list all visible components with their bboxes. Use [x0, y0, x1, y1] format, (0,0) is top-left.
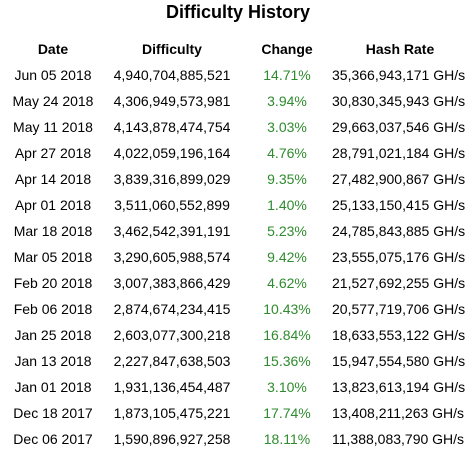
table-header-row: Date Difficulty Change Hash Rate — [4, 36, 468, 62]
cell-difficulty: 3,839,316,899,029 — [113, 171, 231, 187]
cell-hash-rate: 13,823,613,194 GH/s — [332, 379, 466, 395]
cell-date: Apr 01 2018 — [14, 197, 92, 213]
cell-hash-rate: 15,947,554,580 GH/s — [332, 353, 466, 369]
table-row: Jan 25 2018 2,603,077,300,218 16.84% 18,633… — [4, 322, 468, 348]
cell-hash-rate: 29,663,037,546 GH/s — [332, 119, 466, 135]
page-title: Difficulty History — [165, 2, 311, 22]
cell-change: 1.40% — [267, 197, 307, 213]
column-header-change: Change — [261, 41, 313, 57]
cell-date: Apr 27 2018 — [14, 145, 92, 161]
table-row: Mar 05 2018 3,290,605,988,574 9.42% 23,555,… — [4, 244, 468, 270]
cell-hash-rate: 28,791,021,184 GH/s — [332, 145, 466, 161]
cell-change: 15.36% — [263, 353, 311, 369]
cell-date: Jun 05 2018 — [14, 67, 92, 83]
cell-change: 3.94% — [267, 93, 307, 109]
cell-date: Jan 25 2018 — [14, 327, 92, 343]
cell-difficulty: 2,603,077,300,218 — [113, 327, 231, 343]
cell-change: 4.76% — [267, 145, 307, 161]
cell-difficulty: 4,143,878,474,754 — [113, 119, 231, 135]
cell-date: Mar 18 2018 — [13, 223, 93, 239]
table-row: May 11 2018 4,143,878,474,754 3.03% 29,663,… — [4, 114, 468, 140]
cell-hash-rate: 35,366,943,171 GH/s — [332, 67, 466, 83]
cell-difficulty: 3,462,542,391,191 — [113, 223, 231, 239]
cell-date: Mar 05 2018 — [13, 249, 93, 265]
cell-change: 3.10% — [267, 379, 307, 395]
cell-hash-rate: 13,408,211,263 GH/s — [332, 405, 465, 421]
cell-change: 4.62% — [267, 275, 307, 291]
table-row: Feb 06 2018 2,874,674,234,415 10.43% 20,577… — [4, 296, 468, 322]
cell-change: 9.35% — [267, 171, 307, 187]
cell-change: 18.11% — [263, 431, 311, 447]
cell-date: May 11 2018 — [13, 119, 93, 135]
table-row: Apr 27 2018 4,022,059,196,164 4.76% 28,791,… — [4, 140, 468, 166]
cell-change: 9.42% — [267, 249, 307, 265]
cell-date: Feb 20 2018 — [13, 275, 93, 291]
table-row: Jun 05 2018 4,940,704,885,521 14.71% 35,366… — [4, 62, 468, 88]
cell-hash-rate: 27,482,900,867 GH/s — [332, 171, 466, 187]
cell-hash-rate: 30,830,345,943 GH/s — [332, 93, 466, 109]
cell-difficulty: 4,022,059,196,164 — [113, 145, 231, 161]
cell-change: 3.03% — [267, 119, 307, 135]
cell-change: 16.84% — [263, 327, 311, 343]
cell-hash-rate: 18,633,553,122 GH/s — [332, 327, 466, 343]
cell-change: 10.43% — [263, 301, 311, 317]
table-row: Dec 06 2017 1,590,896,927,258 18.11% 11,388… — [4, 426, 468, 452]
cell-difficulty: 2,874,674,234,415 — [113, 301, 231, 317]
cell-change: 5.23% — [267, 223, 307, 239]
column-header-hash-rate: Hash Rate — [365, 41, 435, 57]
table-row: Mar 18 2018 3,462,542,391,191 5.23% 24,785,… — [4, 218, 468, 244]
cell-difficulty: 3,511,060,552,899 — [114, 197, 230, 213]
cell-hash-rate: 24,785,843,885 GH/s — [332, 223, 466, 239]
cell-hash-rate: 23,555,075,176 GH/s — [332, 249, 466, 265]
cell-date: May 24 2018 — [12, 93, 94, 109]
table-row: Apr 01 2018 3,511,060,552,899 1.40% 25,133,… — [4, 192, 468, 218]
table-row: Apr 14 2018 3,839,316,899,029 9.35% 27,482,… — [4, 166, 468, 192]
cell-difficulty: 3,290,605,988,574 — [113, 249, 231, 265]
table-row: Feb 20 2018 3,007,383,866,429 4.62% 21,527,… — [4, 270, 468, 296]
cell-change: 14.71% — [263, 67, 311, 83]
cell-difficulty: 1,873,105,475,221 — [113, 405, 231, 421]
cell-hash-rate: 21,527,692,255 GH/s — [332, 275, 466, 291]
cell-date: Feb 06 2018 — [13, 301, 93, 317]
cell-date: Apr 14 2018 — [14, 171, 92, 187]
cell-change: 17.74% — [263, 405, 311, 421]
cell-hash-rate: 11,388,083,790 GH/s — [332, 431, 465, 447]
cell-difficulty: 1,590,896,927,258 — [113, 431, 231, 447]
cell-hash-rate: 20,577,719,706 GH/s — [332, 301, 466, 317]
cell-date: Dec 06 2017 — [13, 431, 93, 447]
table-row: Jan 01 2018 1,931,136,454,487 3.10% 13,823,… — [4, 374, 468, 400]
cell-difficulty: 2,227,847,638,503 — [113, 353, 231, 369]
cell-difficulty: 4,306,949,573,981 — [113, 93, 231, 109]
cell-hash-rate: 25,133,150,415 GH/s — [332, 197, 466, 213]
cell-difficulty: 3,007,383,866,429 — [113, 275, 231, 291]
cell-difficulty: 1,931,136,454,487 — [113, 379, 231, 395]
cell-date: Jan 13 2018 — [14, 353, 92, 369]
column-header-date: Date — [37, 41, 69, 57]
difficulty-history-table: Date Difficulty Change Hash Rate Jun 05 … — [4, 36, 468, 452]
column-header-difficulty: Difficulty — [142, 41, 202, 57]
table-row: May 24 2018 4,306,949,573,981 3.94% 30,830,… — [4, 88, 468, 114]
table-body: Jun 05 2018 4,940,704,885,521 14.71% 35,366… — [4, 62, 468, 452]
cell-date: Jan 01 2018 — [14, 379, 92, 395]
table-row: Dec 18 2017 1,873,105,475,221 17.74% 13,408… — [4, 400, 468, 426]
table-row: Jan 13 2018 2,227,847,638,503 15.36% 15,947… — [4, 348, 468, 374]
cell-difficulty: 4,940,704,885,521 — [113, 67, 231, 83]
cell-date: Dec 18 2017 — [13, 405, 93, 421]
